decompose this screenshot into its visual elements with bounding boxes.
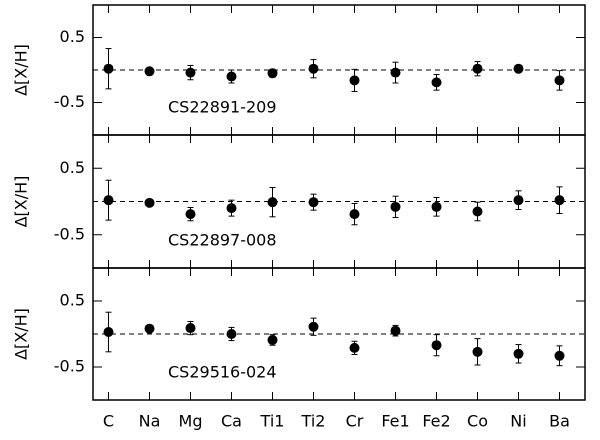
- annotation: CS29516-024: [168, 363, 277, 382]
- data-point: [349, 75, 360, 86]
- data-point: [308, 63, 319, 74]
- data-point: [226, 71, 237, 82]
- data-point: [472, 206, 483, 217]
- x-tick-label: Ni: [510, 412, 526, 431]
- data-point: [185, 67, 196, 78]
- data-point: [513, 63, 524, 74]
- data-point: [267, 197, 278, 208]
- y-axis-label: Δ[X/H]: [12, 44, 31, 96]
- data-point: [185, 209, 196, 220]
- x-tick-label: Ba: [549, 412, 570, 431]
- y-tick-label: -0.5: [54, 224, 85, 243]
- x-tick-label: Fe2: [422, 412, 450, 431]
- data-point: [226, 203, 237, 214]
- y-axis-label: Δ[X/H]: [12, 176, 31, 228]
- y-tick-label: 0.5: [60, 158, 85, 177]
- data-point: [144, 197, 155, 208]
- data-point: [554, 350, 565, 361]
- data-point: [472, 63, 483, 74]
- data-point: [472, 346, 483, 357]
- x-tick-label: Cr: [346, 412, 364, 431]
- y-tick-label: 0.5: [60, 27, 85, 46]
- data-point: [308, 197, 319, 208]
- data-point: [431, 201, 442, 212]
- data-point: [267, 334, 278, 345]
- y-axis-label: Δ[X/H]: [12, 308, 31, 360]
- data-point: [185, 323, 196, 334]
- data-point: [308, 321, 319, 332]
- data-point: [390, 325, 401, 336]
- x-tick-label: Ti1: [260, 412, 285, 431]
- data-point: [390, 201, 401, 212]
- y-tick-label: -0.5: [54, 92, 85, 111]
- x-tick-label: Ca: [221, 412, 242, 431]
- x-tick-label: Na: [139, 412, 161, 431]
- x-tick-label: Mg: [179, 412, 203, 431]
- data-point: [103, 327, 114, 338]
- data-point: [554, 195, 565, 206]
- data-point: [226, 329, 237, 339]
- x-tick-label: Ti2: [301, 412, 326, 431]
- data-point: [144, 66, 155, 77]
- data-point: [554, 75, 565, 86]
- data-point: [349, 342, 360, 353]
- data-point: [431, 340, 442, 351]
- data-point: [267, 68, 278, 79]
- data-point: [349, 209, 360, 220]
- y-tick-label: 0.5: [60, 291, 85, 310]
- y-tick-label: -0.5: [54, 357, 85, 376]
- data-point: [513, 195, 524, 206]
- annotation: CS22897-008: [168, 231, 277, 250]
- data-point: [103, 195, 114, 206]
- data-point: [144, 323, 155, 334]
- annotation: CS22891-209: [168, 98, 277, 117]
- x-tick-label: Co: [467, 412, 488, 431]
- data-point: [513, 348, 524, 359]
- data-point: [390, 67, 401, 78]
- x-tick-label: Fe1: [381, 412, 409, 431]
- data-point: [103, 63, 114, 74]
- data-point: [431, 77, 442, 88]
- x-tick-label: C: [103, 412, 114, 431]
